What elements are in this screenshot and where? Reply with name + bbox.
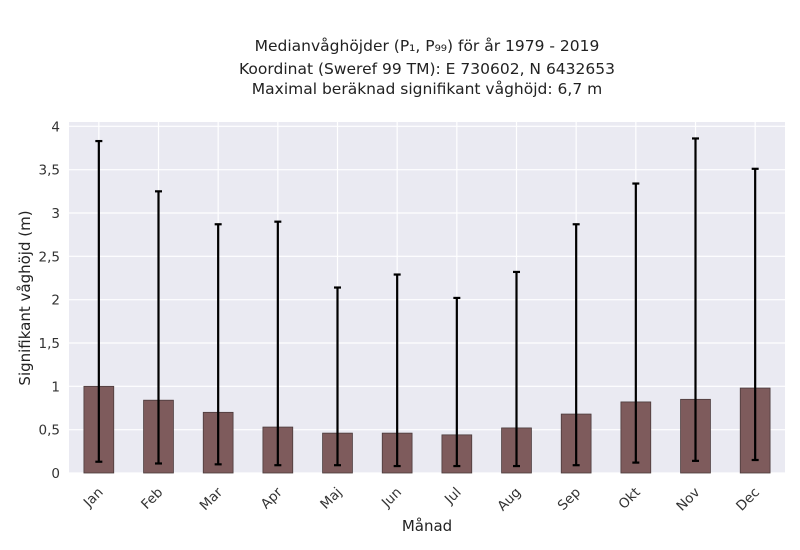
title-line-1: Medianvåghöjder (P₁, P₉₉) för år 1979 - … [255, 37, 600, 55]
y-tick-label: 1 [51, 379, 60, 395]
y-tick-label: 3 [51, 206, 60, 222]
error-bar-feb [155, 190, 162, 465]
y-tick-label: 3,5 [39, 163, 60, 179]
x-tick-label: Jul [441, 485, 465, 509]
error-bar-sep [572, 223, 580, 467]
title-line-2: Koordinat (Sweref 99 TM): E 730602, N 64… [239, 60, 615, 78]
y-tick-label: 0,5 [39, 423, 60, 439]
error-bar-maj [334, 286, 341, 467]
x-tick-label: Sep [555, 485, 584, 514]
error-bar-jul [453, 296, 461, 468]
x-tick-label: Jan [80, 485, 107, 512]
y-tick-label: 2 [51, 293, 60, 309]
x-tick-label: Jun [378, 485, 405, 512]
x-tick-label: Dec [733, 485, 763, 515]
x-axis-label: Månad [402, 517, 452, 535]
error-bar-jun [393, 273, 401, 468]
x-tick-label: Mar [197, 484, 227, 514]
chart-title: Medianvåghöjder (P₁, P₉₉) för år 1979 - … [239, 37, 615, 98]
error-bar-nov [692, 137, 699, 462]
x-tick-label: Aug [494, 485, 524, 515]
y-axis-ticks: 0 0,5 1 1,5 2 2,5 3 3,5 4 [39, 119, 60, 482]
error-bar-okt [632, 182, 640, 464]
x-tick-label: Nov [673, 485, 703, 515]
error-bar-jan [95, 139, 103, 463]
x-tick-label: Feb [138, 485, 166, 513]
y-tick-label: 2,5 [39, 249, 60, 265]
x-tick-label: Okt [616, 485, 644, 513]
y-tick-label: 4 [51, 119, 60, 135]
y-tick-label: 1,5 [39, 336, 60, 352]
x-tick-label: Apr [258, 484, 286, 512]
error-bar-apr [274, 220, 282, 467]
error-bar-dec [751, 167, 759, 462]
y-axis-label: Signifikant våghöjd (m) [16, 210, 34, 385]
title-line-3: Maximal beräknad signifikant våghöjd: 6,… [252, 80, 602, 98]
error-bar-mar [214, 223, 222, 466]
error-bar-aug [513, 270, 520, 468]
plot-area [69, 122, 785, 473]
error-bars [95, 137, 759, 468]
x-axis-ticks: Jan Feb Mar Apr Maj Jun Jul Aug Sep Okt Nov Dec [80, 484, 763, 514]
y-tick-label: 0 [51, 466, 60, 482]
x-tick-label: Maj [317, 485, 345, 513]
